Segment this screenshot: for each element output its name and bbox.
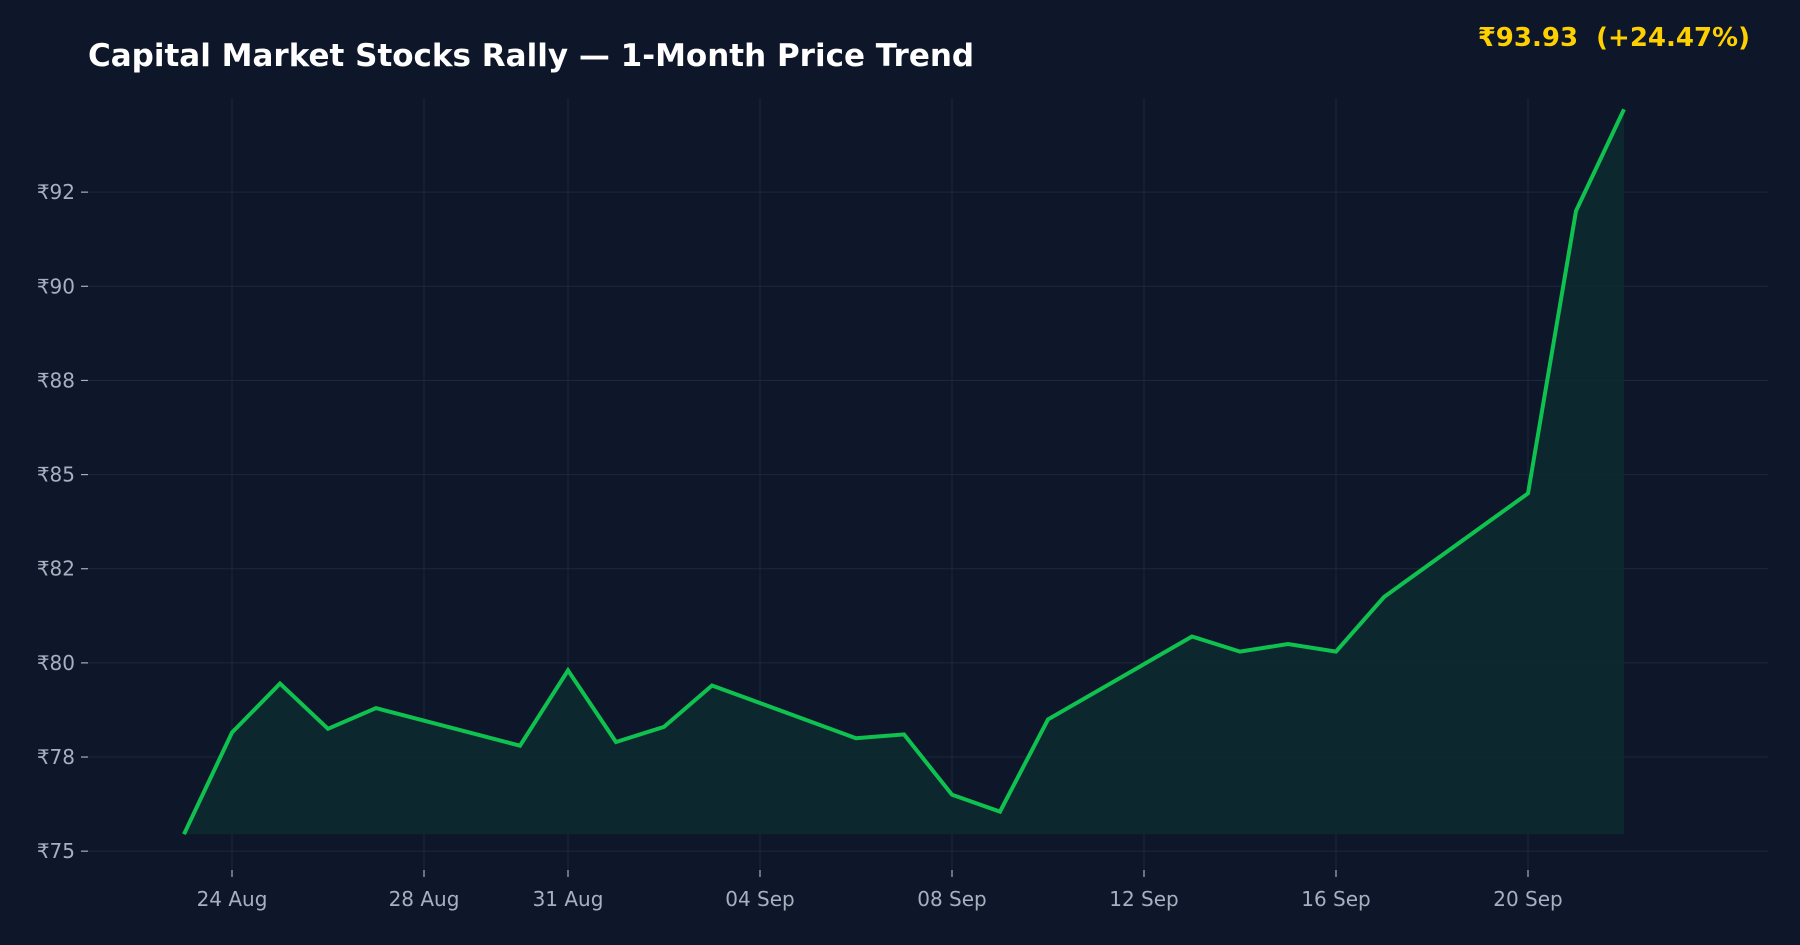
chart-title: Capital Market Stocks Rally — 1-Month Pr… bbox=[88, 38, 974, 74]
data-point bbox=[1334, 650, 1338, 654]
data-point bbox=[710, 684, 714, 688]
data-point bbox=[230, 731, 234, 735]
y-tick-label: ₹90 bbox=[37, 274, 75, 298]
y-tick-label: ₹92 bbox=[37, 180, 75, 204]
data-point bbox=[1046, 717, 1050, 721]
data-point bbox=[1286, 642, 1290, 646]
price-line-layer bbox=[182, 107, 1626, 836]
data-point bbox=[1622, 107, 1626, 111]
price-change-annotation: ₹93.93 (+24.47%) bbox=[1478, 23, 1750, 53]
x-tick-label: 08 Sep bbox=[917, 887, 987, 911]
y-tick-label: ₹78 bbox=[37, 745, 75, 769]
data-point bbox=[278, 682, 282, 686]
x-tick-label: 28 Aug bbox=[389, 887, 460, 911]
x-tick-label: 31 Aug bbox=[533, 887, 604, 911]
x-tick-label: 16 Sep bbox=[1301, 887, 1371, 911]
data-point bbox=[614, 740, 618, 744]
y-tick-label: ₹88 bbox=[37, 368, 75, 392]
y-tick-label: ₹80 bbox=[37, 651, 75, 675]
data-point bbox=[854, 736, 858, 740]
data-point bbox=[374, 706, 378, 710]
x-tick-label: 04 Sep bbox=[725, 887, 795, 911]
data-point bbox=[902, 732, 906, 736]
data-point bbox=[950, 793, 954, 797]
data-point bbox=[1574, 209, 1578, 213]
data-point bbox=[662, 725, 666, 729]
price-area-fill bbox=[184, 109, 1624, 835]
x-tick-label: 20 Sep bbox=[1493, 887, 1563, 911]
data-point bbox=[326, 727, 330, 731]
x-tick-label: 12 Sep bbox=[1109, 887, 1179, 911]
data-point bbox=[1238, 650, 1242, 654]
x-tick-label: 24 Aug bbox=[197, 887, 268, 911]
data-point bbox=[1382, 595, 1386, 599]
y-axis: ₹75 ₹78 ₹80 ₹82 ₹85 ₹88 ₹90 ₹92 bbox=[37, 180, 88, 863]
y-tick-label: ₹75 bbox=[37, 839, 75, 863]
data-point bbox=[182, 832, 186, 836]
y-tick-label: ₹82 bbox=[37, 557, 75, 581]
area-fill-layer bbox=[184, 109, 1624, 835]
y-tick-label: ₹85 bbox=[37, 463, 75, 487]
data-point bbox=[518, 744, 522, 748]
data-point bbox=[1526, 491, 1530, 495]
data-point bbox=[1190, 635, 1194, 639]
x-axis: 24 Aug 28 Aug 31 Aug 04 Sep 08 Sep 12 Sep 16 S… bbox=[197, 870, 1563, 911]
data-point bbox=[998, 810, 1002, 814]
data-point bbox=[566, 668, 570, 672]
price-line bbox=[182, 108, 1626, 836]
